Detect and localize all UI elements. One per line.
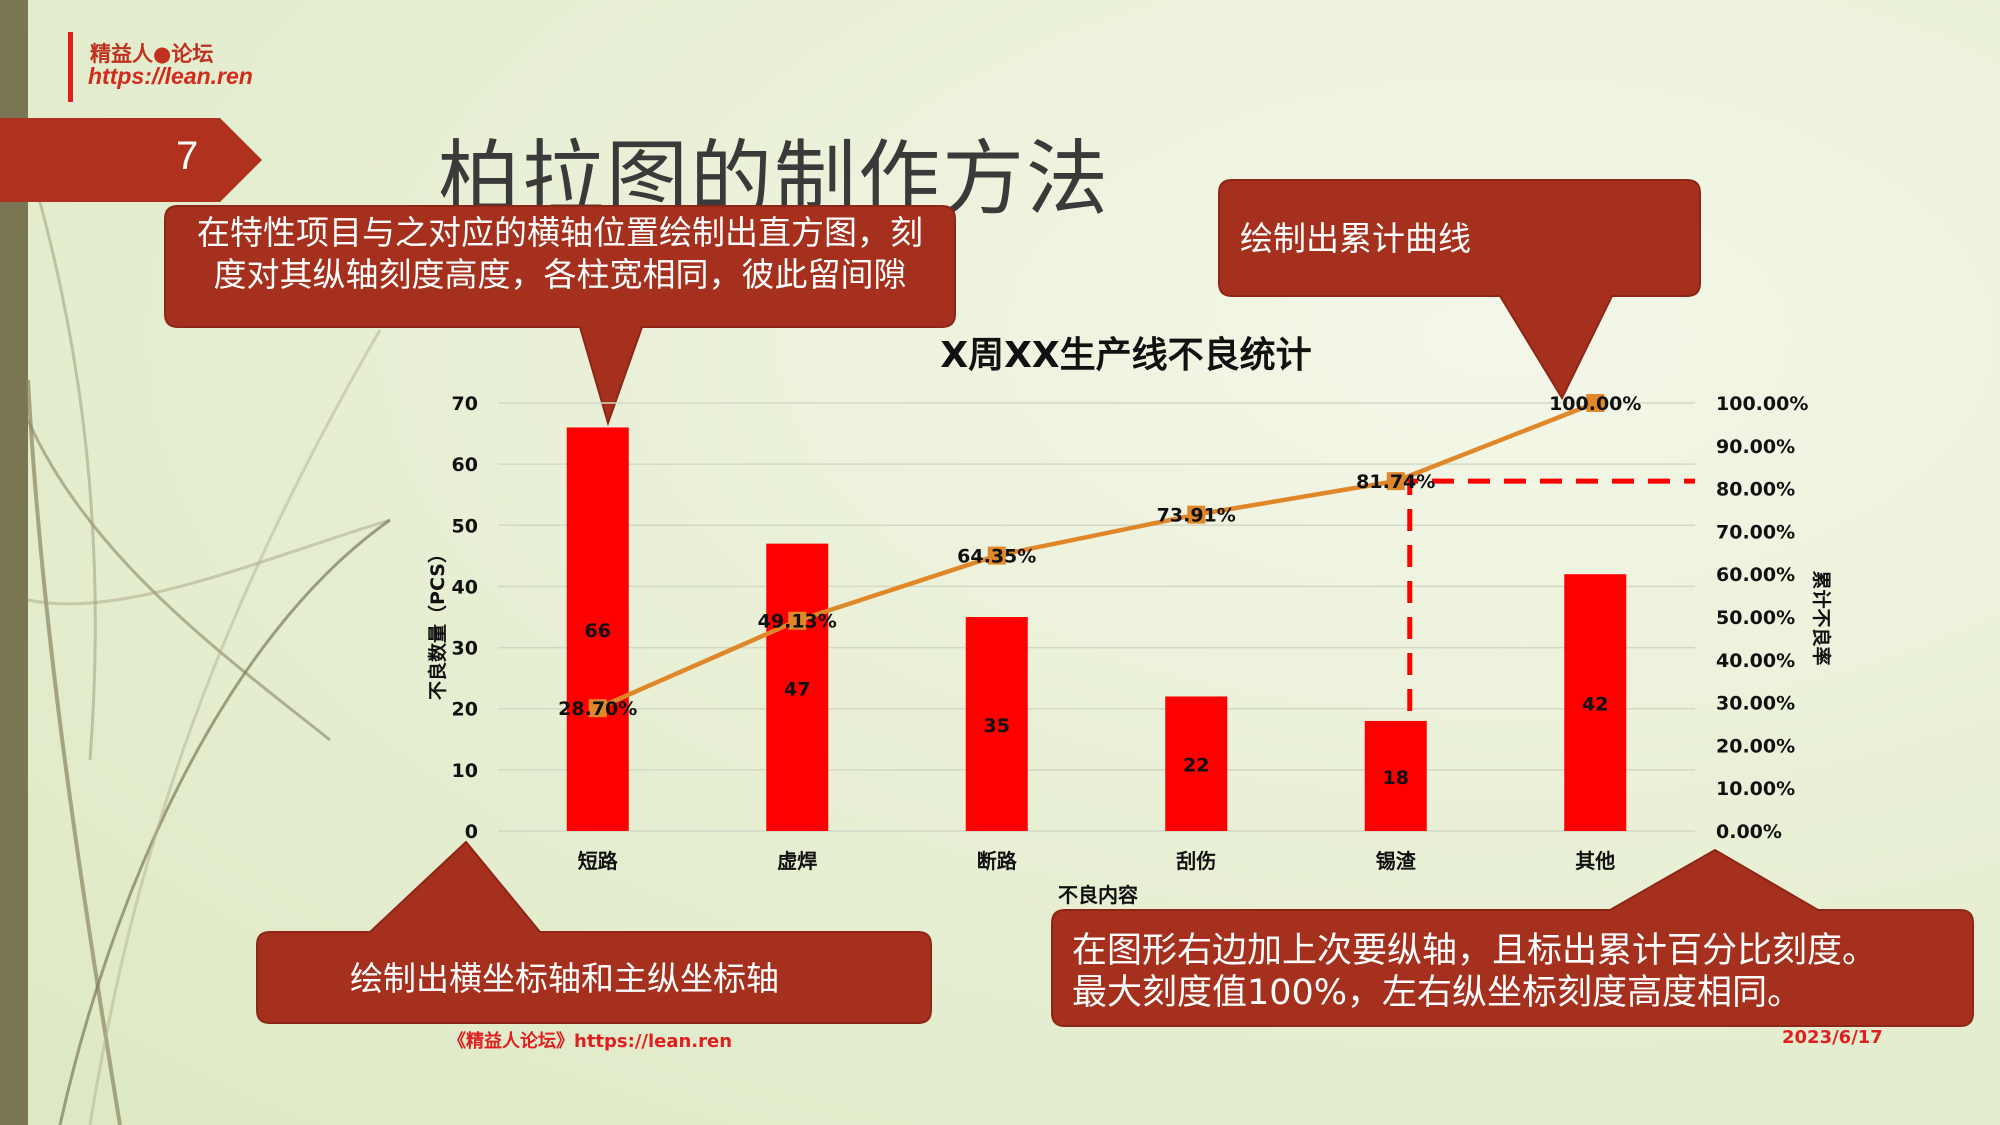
x-axis-label: 不良内容 bbox=[1058, 883, 1138, 907]
bar-value-label: 47 bbox=[784, 678, 810, 700]
y-tick-label: 0 bbox=[465, 821, 478, 843]
callout-bars-shape bbox=[164, 205, 956, 427]
logo-url: https://lean.ren bbox=[88, 63, 253, 89]
chart-title: X周XX生产线不良统计 bbox=[940, 335, 1311, 376]
bar bbox=[1165, 696, 1228, 831]
y2-tick-label: 10.00% bbox=[1716, 778, 1795, 800]
callout-secondary-axis-shape bbox=[1051, 848, 1974, 1027]
y-tick-label: 70 bbox=[452, 393, 478, 415]
cumulative-label: 81.74% bbox=[1356, 471, 1435, 493]
y-axis-label: 不良数量（PCS） bbox=[426, 544, 449, 700]
bar bbox=[566, 427, 629, 831]
footer-date: 2023/6/17 bbox=[1782, 1027, 1883, 1048]
cumulative-label: 64.35% bbox=[957, 546, 1036, 568]
y-tick-label: 50 bbox=[452, 515, 478, 537]
cumulative-point bbox=[1187, 505, 1206, 524]
x-tick-label: 断路 bbox=[977, 849, 1018, 873]
bar-value-label: 18 bbox=[1383, 767, 1409, 789]
callout-cumulative-text: 绘制出累计曲线 bbox=[1240, 219, 1471, 258]
callout-axes-shape bbox=[256, 840, 932, 1024]
y-tick-label: 20 bbox=[452, 699, 478, 721]
bar-value-label: 22 bbox=[1183, 755, 1209, 777]
y-tick-label: 10 bbox=[452, 760, 478, 782]
cumulative-point bbox=[788, 611, 807, 630]
callout-cumulative-shape bbox=[1218, 179, 1701, 401]
cumulative-label: 28.70% bbox=[558, 698, 637, 720]
bar bbox=[965, 617, 1028, 831]
y2-tick-label: 50.00% bbox=[1716, 607, 1795, 629]
y2-tick-label: 80.00% bbox=[1716, 479, 1795, 501]
y2-tick-label: 70.00% bbox=[1716, 521, 1795, 543]
page-number-arrow bbox=[0, 118, 262, 202]
bar-value-label: 66 bbox=[585, 620, 611, 642]
y2-tick-label: 60.00% bbox=[1716, 564, 1795, 586]
cumulative-line bbox=[596, 400, 1597, 711]
bar bbox=[766, 543, 829, 831]
cumulative-point bbox=[1586, 394, 1605, 412]
x-tick-label: 其他 bbox=[1575, 849, 1615, 873]
y2-tick-label: 20.00% bbox=[1716, 735, 1795, 757]
x-tick-label: 虚焊 bbox=[777, 849, 817, 873]
y2-tick-label: 0.00% bbox=[1716, 821, 1782, 843]
x-tick-label: 短路 bbox=[578, 849, 619, 873]
cumulative-label: 49.13% bbox=[758, 611, 837, 633]
logo-accent-bar bbox=[68, 32, 73, 102]
callout-axes-text: 绘制出横坐标轴和主纵坐标轴 bbox=[350, 959, 779, 998]
y-tick-label: 60 bbox=[452, 454, 478, 476]
cumulative-point bbox=[1386, 472, 1405, 491]
guide-dashed-line bbox=[1407, 478, 1695, 711]
bar-value-label: 35 bbox=[984, 715, 1010, 737]
cumulative-point bbox=[588, 699, 607, 718]
cumulative-point bbox=[987, 546, 1006, 565]
y-tick-label: 30 bbox=[452, 638, 478, 660]
footer-source: 《精益人论坛》https://lean.ren bbox=[448, 1031, 733, 1052]
x-tick-label: 刮伤 bbox=[1176, 849, 1216, 873]
y2-tick-label: 30.00% bbox=[1716, 693, 1795, 715]
cumulative-label: 73.91% bbox=[1157, 505, 1236, 527]
bar bbox=[1364, 720, 1427, 831]
page-number: 7 bbox=[176, 134, 199, 178]
y2-tick-label: 90.00% bbox=[1716, 436, 1795, 458]
callout-bars-text: 在特性项目与之对应的横轴位置绘制出直方图，刻度对其纵轴刻度高度，各柱宽相同，彼此… bbox=[197, 213, 923, 294]
bar-value-label: 42 bbox=[1582, 694, 1608, 716]
cumulative-label: 100.00% bbox=[1549, 393, 1641, 415]
bar bbox=[1564, 574, 1627, 831]
callout-secondary-axis-line2: 最大刻度值100%，左右纵坐标刻度高度相同。 bbox=[1072, 973, 1803, 1013]
callout-secondary-axis-line1: 在图形右边加上次要纵轴，且标出累计百分比刻度。 bbox=[1072, 931, 1878, 971]
y2-tick-label: 40.00% bbox=[1716, 650, 1795, 672]
x-tick-label: 锡渣 bbox=[1376, 849, 1417, 873]
decorative-leaves bbox=[26, 159, 391, 1125]
y-tick-label: 40 bbox=[452, 576, 478, 598]
y2-tick-label: 100.00% bbox=[1716, 393, 1808, 415]
logo-name: 精益人●论坛 bbox=[90, 42, 214, 66]
y2-axis-label: 累计不良率 bbox=[1810, 570, 1833, 665]
